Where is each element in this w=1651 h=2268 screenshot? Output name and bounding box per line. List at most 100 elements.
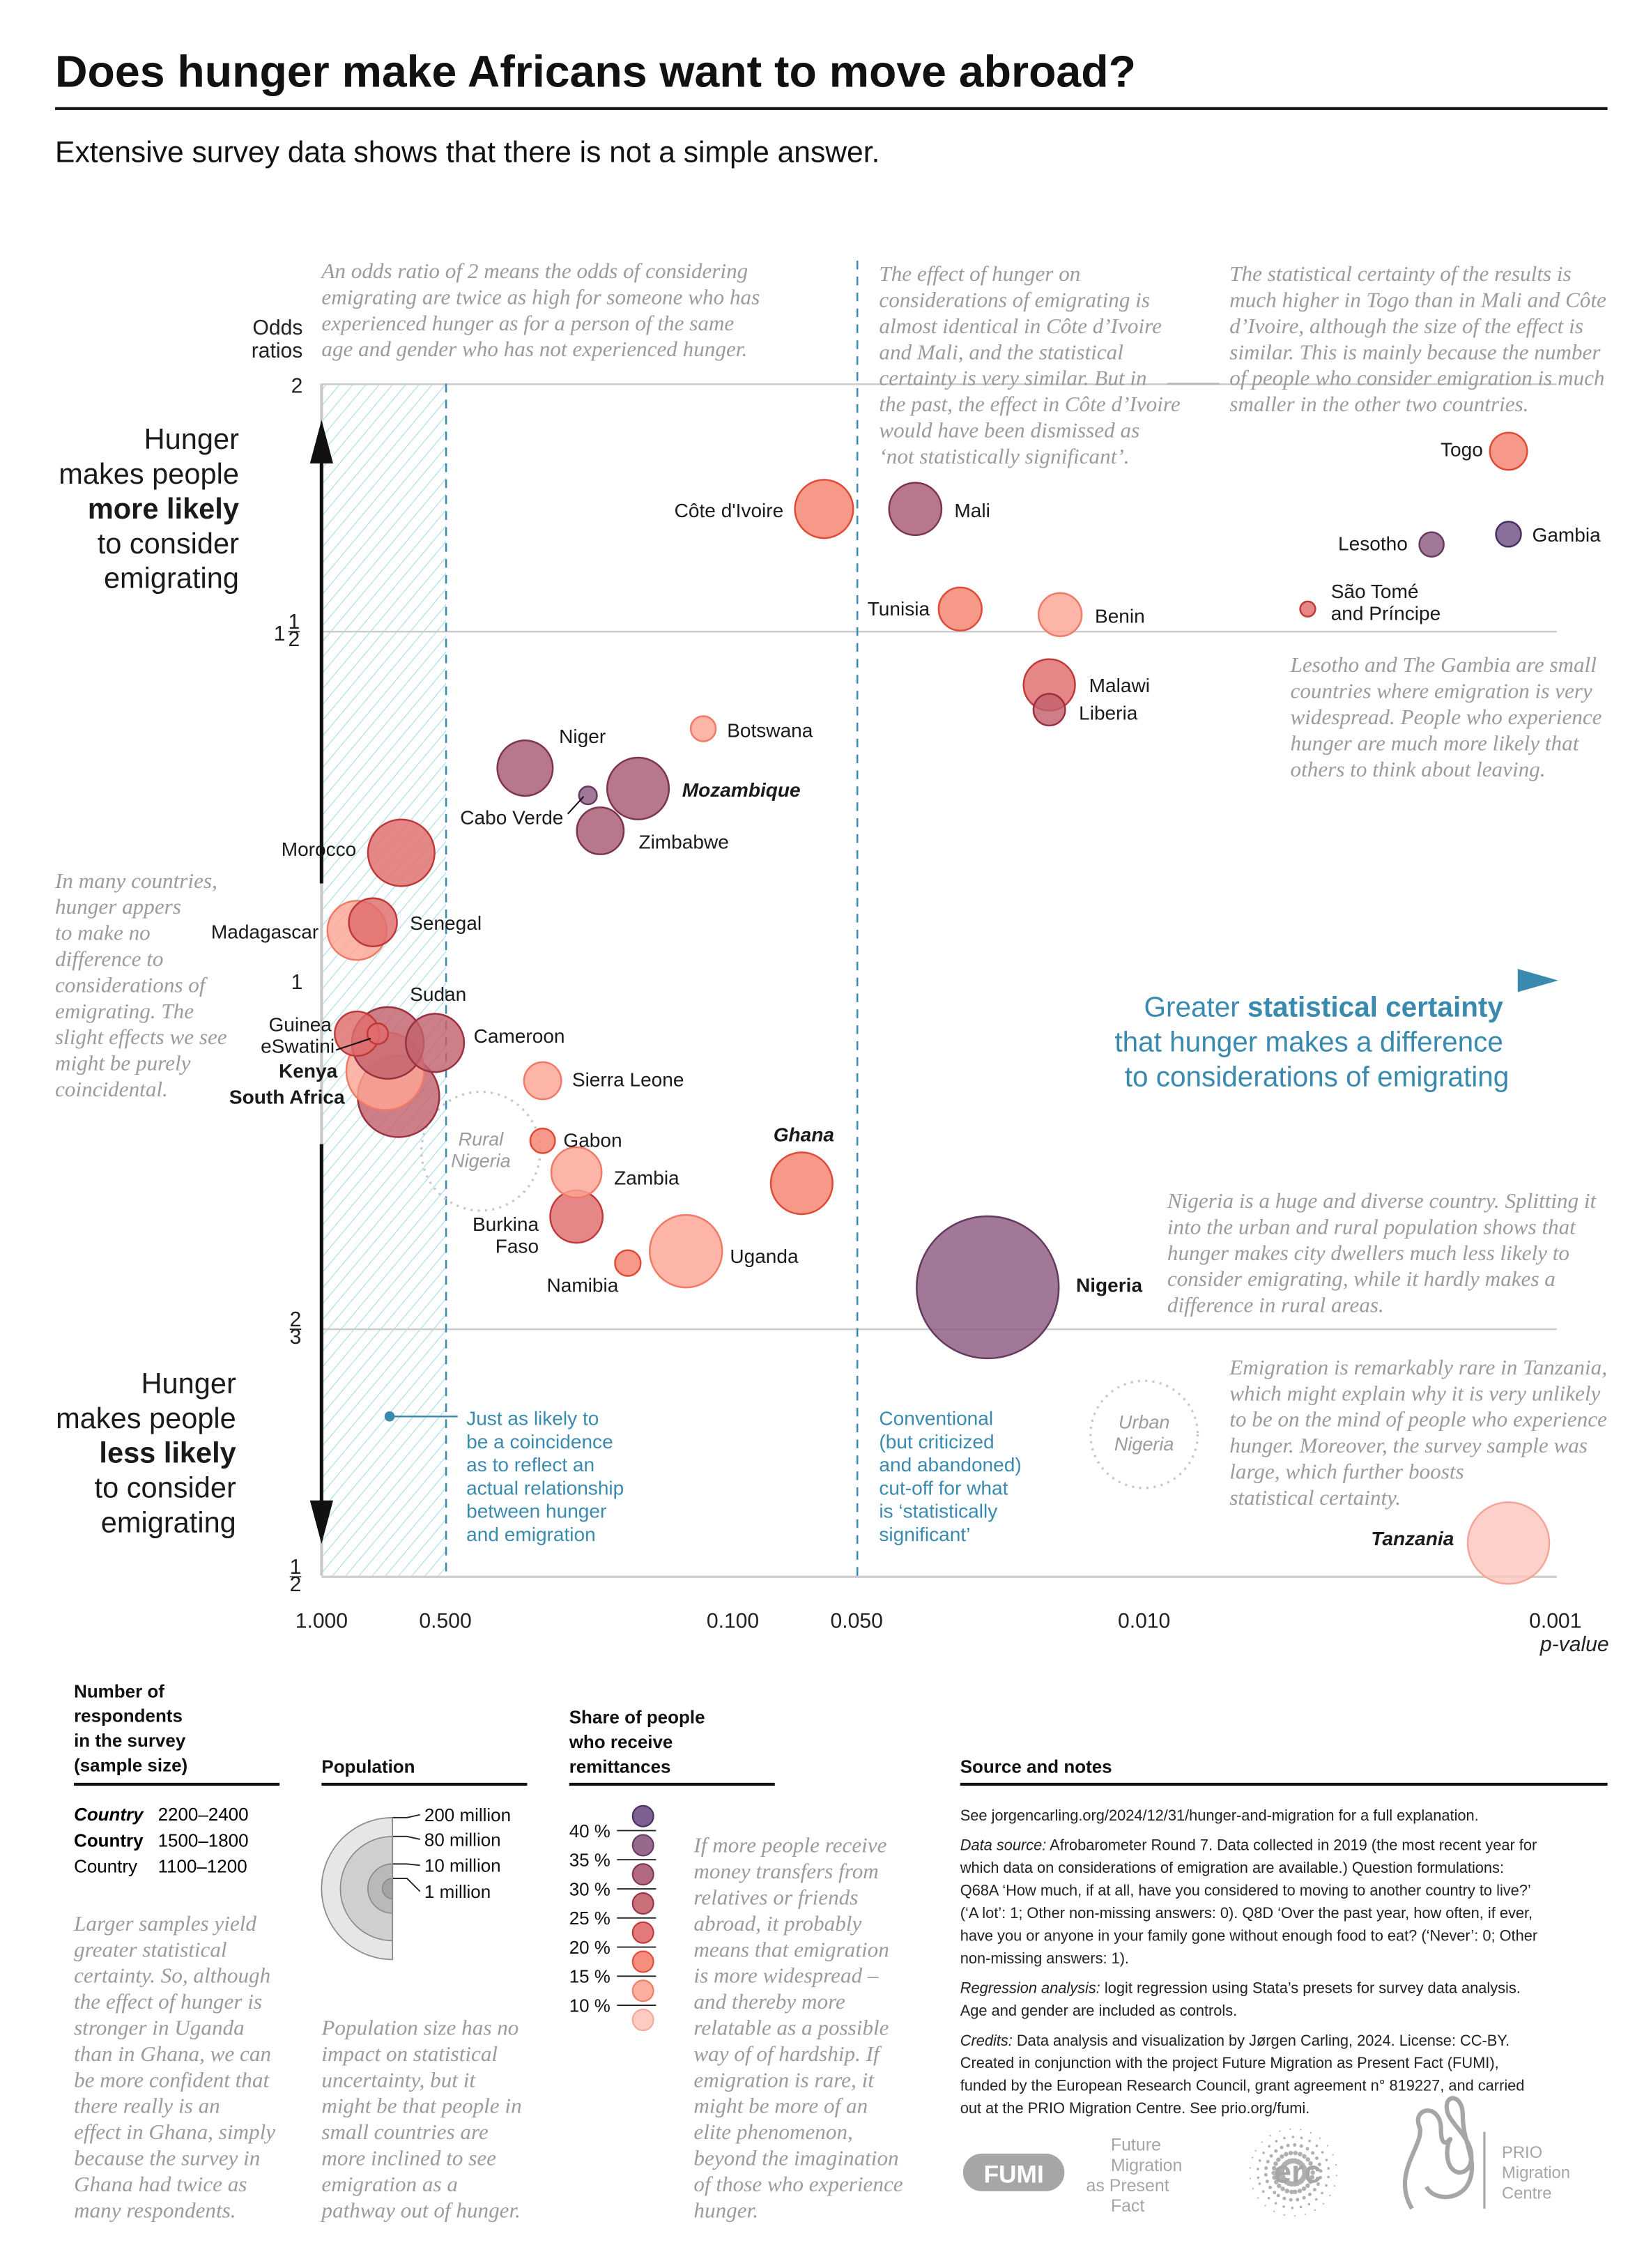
text-line: statistical certainty. <box>1229 1485 1401 1510</box>
erc-dot <box>1268 2185 1273 2189</box>
legend-sample-label: Country <box>74 1856 137 1877</box>
remittance-swatch <box>631 1979 654 2002</box>
bubble-s-o-tom-and-pr-ncipe[interactable] <box>1299 600 1316 618</box>
bubble-liberia[interactable] <box>1032 693 1066 727</box>
source-line: Age and gender are included as controls. <box>960 2002 1237 2019</box>
text-line: experienced hunger as for a person of th… <box>321 311 734 335</box>
erc-dot <box>1332 2154 1334 2156</box>
population-label: 1 million <box>424 1881 491 1902</box>
annotation-no-difference: In many countries, hunger appers to make n… <box>54 868 227 1101</box>
text-line: impact on statistical <box>321 2041 498 2066</box>
erc-dot <box>1327 2175 1330 2179</box>
text-line: (but criticized <box>879 1431 994 1453</box>
country-labels: Togo Côte d'Ivoire Mali Lesotho Gambia São To… <box>211 439 1601 1550</box>
annotation-nigeria: Nigeria is a huge and diverse country. S… <box>1167 1188 1597 1317</box>
more-likely-label: Hunger makes people more likely to consi… <box>59 422 239 594</box>
text-line: Just as likely to <box>466 1408 599 1430</box>
erc-dot <box>1289 2198 1293 2202</box>
erc-dot <box>1302 2154 1307 2159</box>
erc-dot <box>1262 2151 1266 2154</box>
legend-sample-size: Number of respondents in the survey (sample… <box>73 1680 280 2222</box>
bubble-gabon[interactable] <box>529 1127 556 1154</box>
x-tick-label: 0.100 <box>707 1610 759 1633</box>
annotation-coincidence: Just as likely to be a coincidence as to r… <box>466 1408 624 1545</box>
annotation-conventional: Conventional (but criticized and abandoned… <box>879 1408 1021 1545</box>
bubble-mali[interactable] <box>888 482 943 537</box>
legend-sample-range: 1500–1800 <box>158 1830 249 1851</box>
text-line: Larger samples yield <box>73 1911 256 1936</box>
y-tick-denominator: 2 <box>289 628 300 651</box>
text-line: Conventional <box>879 1408 993 1430</box>
erc-dot <box>1257 2168 1259 2170</box>
bubble-tanzania[interactable] <box>1466 1501 1551 1585</box>
text-line: Emigration is remarkably rare in Tanzani… <box>1229 1355 1607 1379</box>
label-sierra-leone: Sierra Leone <box>572 1068 684 1090</box>
prio-text: Migration <box>1502 2163 1570 2182</box>
text-line: countries where emigration is very <box>1291 679 1592 703</box>
erc-dot <box>1293 2143 1297 2147</box>
source-line: non-missing answers: 1). <box>960 1949 1129 1967</box>
erc-dot <box>1314 2156 1319 2161</box>
erc-dot <box>1283 2214 1285 2216</box>
bubble-mozambique[interactable] <box>606 756 670 820</box>
fumi-badge <box>962 2153 1065 2191</box>
text-line: smaller in the other two countries. <box>1229 392 1528 416</box>
side-line: makes people <box>56 1402 236 1434</box>
bubble-namibia[interactable] <box>614 1249 642 1277</box>
bubble-cameroon[interactable] <box>405 1013 466 1073</box>
source-line: funded by the European Research Council,… <box>960 2077 1525 2094</box>
bubble-lesotho[interactable] <box>1418 531 1445 558</box>
bubble-benin[interactable] <box>1038 592 1083 638</box>
source-line: Regression analysis: logit regression us… <box>960 1979 1521 1997</box>
text-line: be more confident that <box>74 2067 270 2092</box>
source-text-span: (‘A lot’: 1; Other non-missing answers: … <box>960 1904 1533 1922</box>
label-mozambique: Mozambique <box>682 779 801 801</box>
source-text-span: have you or anyone in your family gone w… <box>960 1926 1537 1944</box>
erc-dot <box>1289 2189 1294 2195</box>
arrow-right-icon <box>1517 969 1558 993</box>
bubble-niger[interactable] <box>496 740 554 797</box>
remittance-tick-label: 15 % <box>569 1966 611 1987</box>
bubble-cabo-verde[interactable] <box>578 786 598 806</box>
erc-dot <box>1264 2166 1268 2170</box>
bubble-ghana[interactable] <box>769 1151 834 1216</box>
bubble-gambia[interactable] <box>1495 521 1522 548</box>
bubble-sierra-leone[interactable] <box>523 1061 562 1101</box>
source-text-span: non-missing answers: 1). <box>960 1949 1129 1967</box>
x-tick-label: 0.001 <box>1529 1610 1581 1633</box>
bubble-zimbabwe[interactable] <box>576 806 625 855</box>
bubble-c-te-d-ivoire[interactable] <box>794 479 854 539</box>
bubble-senegal[interactable] <box>348 897 398 947</box>
label-kenya: Kenya <box>279 1060 338 1082</box>
text-line: might be more of an <box>693 2094 868 2118</box>
label-lesotho: Lesotho <box>1338 533 1408 555</box>
erc-dot <box>1293 2189 1298 2195</box>
bubble-morocco[interactable] <box>367 818 436 887</box>
source-text-span: Age and gender are included as controls. <box>960 2002 1237 2019</box>
text-line: respondents <box>74 1706 183 1726</box>
bubble-eswatini[interactable] <box>366 1022 390 1045</box>
bubble-togo[interactable] <box>1489 431 1528 471</box>
bubble-tunisia[interactable] <box>937 586 983 631</box>
prio-figures-icon <box>1402 2096 1475 2210</box>
annotation-lesotho-gambia: Lesotho and The Gambia are small countrie… <box>1290 652 1602 781</box>
text-line: is more widespread – <box>693 1963 879 1988</box>
text-line: in the survey <box>74 1730 186 1751</box>
remittance-swatch <box>631 1805 654 1828</box>
bubble-nigeria[interactable] <box>916 1215 1060 1360</box>
text-line: d’Ivoire, although the size of the effec… <box>1229 314 1583 338</box>
text-line: Lesotho and The Gambia are small <box>1290 652 1597 677</box>
erc-dot <box>1282 2196 1287 2200</box>
erc-dot <box>1283 2136 1286 2140</box>
bubble-zambia[interactable] <box>550 1146 603 1199</box>
legend-sample-title: Number of respondents in the survey (sample… <box>74 1680 187 1775</box>
bubble-uganda[interactable] <box>649 1213 723 1289</box>
source-label: Data source: <box>960 1837 1047 1854</box>
erc-dot <box>1254 2150 1257 2152</box>
label-mali: Mali <box>954 500 990 521</box>
erc-dot <box>1305 2147 1310 2151</box>
text-line: between hunger <box>466 1501 606 1522</box>
label-line: and Príncipe <box>1331 602 1441 624</box>
bubble-botswana[interactable] <box>689 715 717 742</box>
label-guinea: Guinea <box>268 1013 332 1035</box>
